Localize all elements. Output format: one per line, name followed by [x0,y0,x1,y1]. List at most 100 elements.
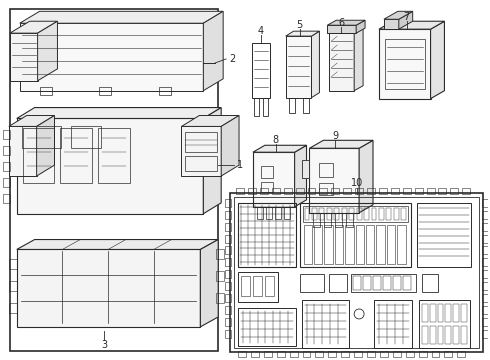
Polygon shape [20,11,223,23]
Text: 7: 7 [404,12,410,22]
Bar [72,126,101,148]
Bar [316,351,323,357]
Bar [462,188,470,194]
Bar [367,188,375,194]
Bar [302,98,309,113]
Bar [275,207,281,219]
Bar [263,98,268,116]
Bar [284,207,290,219]
Polygon shape [294,145,307,207]
Bar [444,351,452,357]
Circle shape [23,258,26,261]
Bar [238,308,295,346]
Bar [3,162,10,171]
Bar [225,211,231,219]
Bar [324,213,331,227]
Bar [3,130,10,139]
Bar [266,207,272,219]
Bar [401,208,406,220]
Bar [251,351,259,357]
Polygon shape [38,21,57,81]
Bar [216,271,224,281]
Polygon shape [10,21,57,33]
Bar [254,98,259,116]
Polygon shape [286,31,319,36]
Bar [185,156,217,171]
Bar [9,281,17,291]
Bar [438,326,443,344]
Bar [230,193,483,352]
Bar [216,293,224,303]
Bar [328,351,336,357]
Bar [319,163,333,177]
Bar [453,326,459,344]
Text: 2: 2 [229,54,235,64]
Bar [345,225,354,264]
Bar [367,351,375,357]
Bar [482,318,488,326]
Bar [238,203,295,267]
Bar [305,208,310,220]
Bar [260,188,268,194]
Bar [248,188,256,194]
Bar [343,188,351,194]
Bar [10,9,218,351]
Bar [3,146,10,155]
Polygon shape [312,31,319,98]
Polygon shape [17,249,200,327]
Bar [394,208,399,220]
Bar [23,129,54,183]
Bar [303,225,312,264]
Bar [319,208,324,220]
Bar [438,304,443,322]
Bar [301,300,349,348]
Bar [341,351,349,357]
Bar [427,188,435,194]
Bar [264,351,272,357]
Polygon shape [327,25,356,33]
Bar [238,272,278,302]
Bar [482,223,488,231]
Bar [357,208,362,220]
Bar [284,188,292,194]
Bar [225,223,231,231]
Bar [272,188,280,194]
Bar [327,208,332,220]
Polygon shape [399,11,413,29]
Bar [185,132,217,152]
Polygon shape [286,36,312,98]
Bar [302,206,408,222]
Bar [482,258,488,266]
Bar [421,304,428,322]
Polygon shape [9,126,37,176]
Polygon shape [203,11,223,91]
Bar [329,274,347,292]
Bar [312,208,317,220]
Bar [439,188,446,194]
Bar [453,304,459,322]
Bar [354,351,362,357]
Bar [319,188,327,194]
Bar [376,225,385,264]
Bar [335,213,342,227]
Polygon shape [17,108,221,118]
Bar [302,351,311,357]
Bar [482,330,488,338]
Bar [314,225,322,264]
Bar [356,225,364,264]
Bar [324,225,333,264]
Bar [482,235,488,243]
Bar [397,225,406,264]
Circle shape [183,258,186,261]
Bar [366,225,374,264]
Bar [225,270,231,278]
Polygon shape [181,126,221,176]
Bar [403,188,411,194]
Bar [415,188,422,194]
Bar [380,351,388,357]
Bar [3,178,10,187]
Bar [238,351,246,357]
Bar [299,203,411,267]
Bar [225,235,231,243]
Polygon shape [379,29,431,99]
